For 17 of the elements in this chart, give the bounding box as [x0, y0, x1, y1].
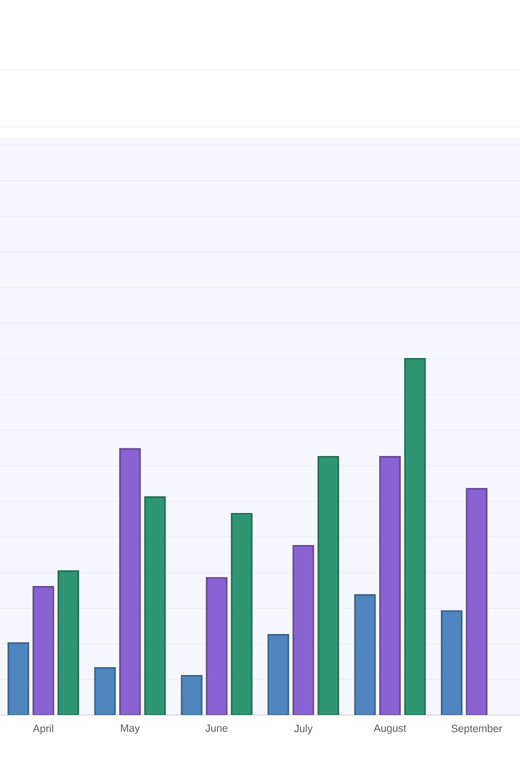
bar	[58, 570, 80, 715]
x-tick-label: September	[452, 724, 502, 734]
x-tick-label: June	[205, 724, 228, 732]
bar	[206, 577, 228, 715]
bar	[8, 642, 30, 715]
bar	[268, 634, 290, 715]
x-tick-label: August	[374, 724, 406, 734]
x-tick-label: July	[294, 724, 313, 734]
bar	[230, 512, 252, 715]
bar	[292, 545, 314, 715]
bar	[404, 358, 426, 715]
bar	[440, 610, 462, 715]
x-tick-label: April	[32, 724, 54, 734]
x-tick-label: May	[120, 724, 140, 734]
bar	[318, 456, 340, 715]
bar	[466, 488, 488, 715]
bar	[32, 586, 54, 715]
